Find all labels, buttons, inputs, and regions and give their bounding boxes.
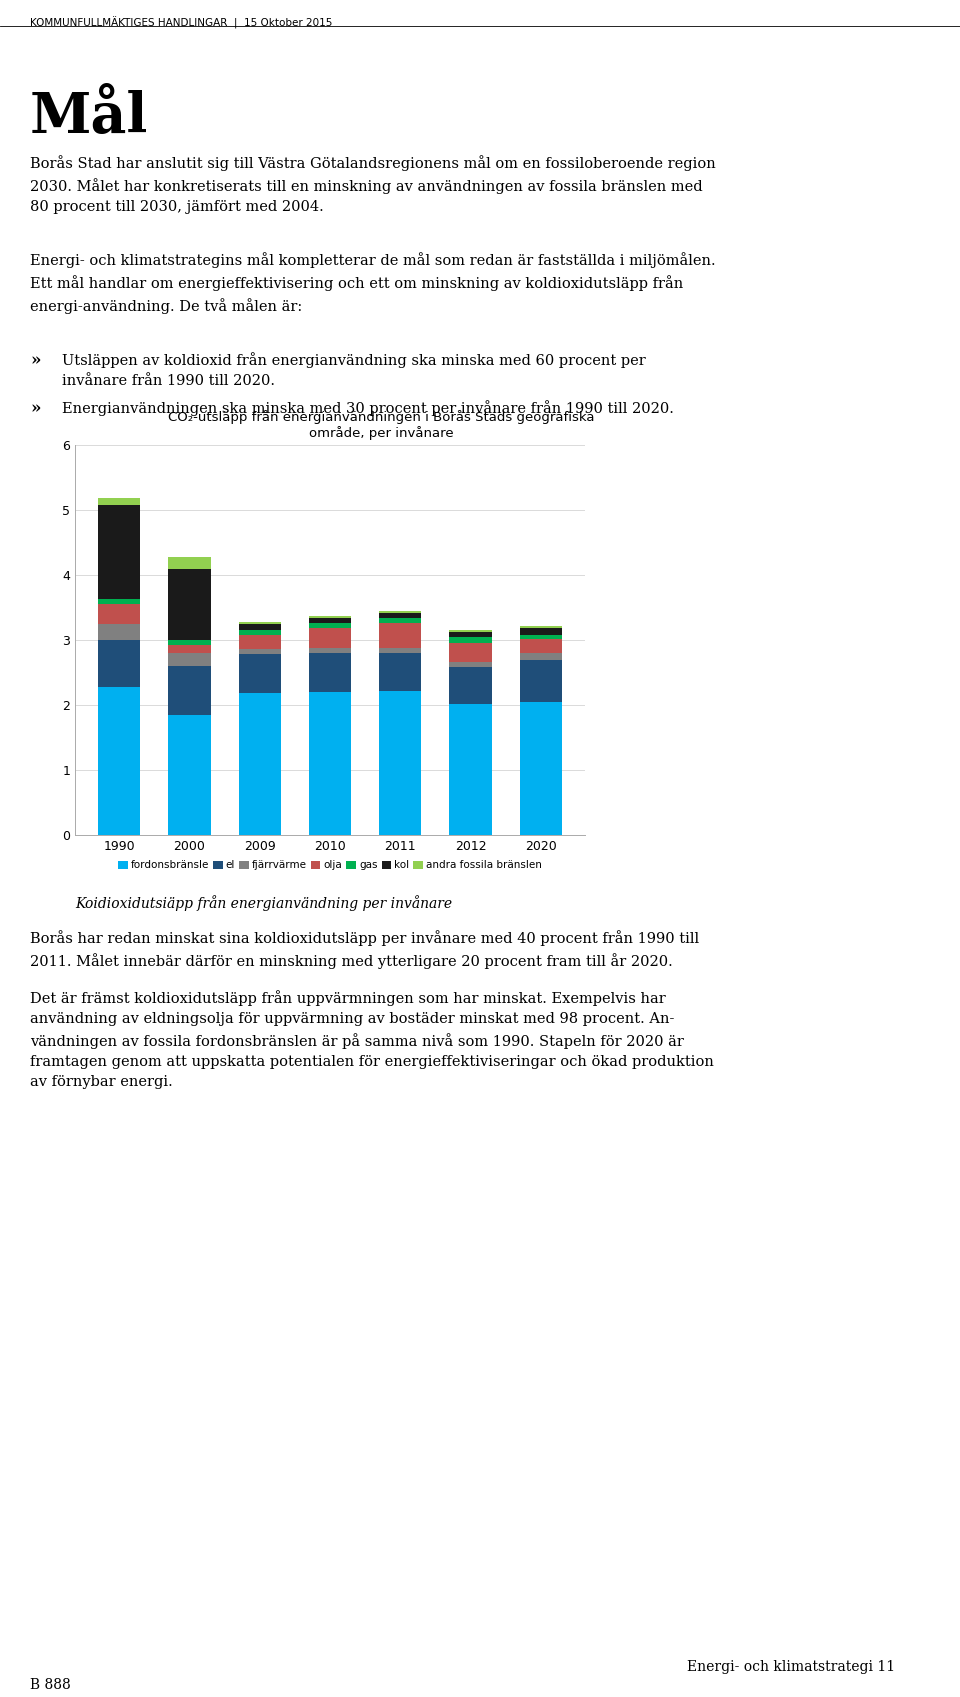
Bar [519, 703, 562, 835]
Legend: fordonsbränsle, el, fjärrvärme, olja, gas, kol, andra fossila bränslen: fordonsbränsle, el, fjärrvärme, olja, ga… [114, 857, 546, 874]
Bar [449, 704, 492, 835]
Bar [309, 616, 351, 618]
Bar [98, 604, 140, 624]
Bar [168, 568, 210, 640]
Bar [519, 635, 562, 638]
Bar [379, 623, 421, 648]
Bar [309, 692, 351, 835]
Text: Borås har redan minskat sina koldioxidutsläpp per invånare med 40 procent från 1: Borås har redan minskat sina koldioxidut… [30, 930, 699, 969]
Bar [309, 653, 351, 692]
Text: Ton CO₂: Ton CO₂ [77, 477, 131, 490]
Bar [519, 626, 562, 628]
Bar [519, 653, 562, 660]
Bar [168, 665, 210, 714]
Bar [519, 660, 562, 703]
Bar [379, 618, 421, 623]
Bar [449, 638, 492, 643]
Bar [519, 628, 562, 635]
Text: Energi- och klimatstrategins mål kompletterar de mål som redan är fastställda i : Energi- och klimatstrategins mål komplet… [30, 251, 715, 314]
Bar [98, 687, 140, 835]
Bar [449, 667, 492, 704]
Bar [98, 624, 140, 640]
Bar [309, 618, 351, 623]
Bar [309, 648, 351, 653]
Bar [449, 643, 492, 662]
Text: Utsläppen av koldioxid från energianvändning ska minska med 60 procent per
invån: Utsläppen av koldioxid från energianvänd… [62, 351, 646, 389]
Bar [168, 645, 210, 653]
Bar [379, 691, 421, 835]
Text: Koidioxidutsiäpp från energianvändning per invånare: Koidioxidutsiäpp från energianvändning p… [75, 894, 452, 911]
Bar [379, 648, 421, 653]
Bar [239, 630, 281, 635]
Bar [309, 628, 351, 648]
Text: »: » [30, 400, 40, 417]
Text: Det är främst koldioxidutsläpp från uppvärmningen som har minskat. Exempelvis ha: Det är främst koldioxidutsläpp från uppv… [30, 989, 714, 1089]
Text: Energi- och klimatstrategi 11: Energi- och klimatstrategi 11 [686, 1660, 895, 1673]
Bar [239, 623, 281, 624]
Bar [379, 653, 421, 691]
Text: KOMMUNFULLMÄKTIGES HANDLINGAR  |  15 Oktober 2015: KOMMUNFULLMÄKTIGES HANDLINGAR | 15 Oktob… [30, 17, 332, 29]
Bar [168, 640, 210, 645]
Bar [449, 633, 492, 638]
Bar [239, 635, 281, 648]
Bar [379, 611, 421, 613]
Title: CO₂-utsläpp från energianvändningen i Borås Stads geografiska
område, per invåna: CO₂-utsläpp från energianvändningen i Bo… [168, 409, 594, 440]
Bar [239, 624, 281, 630]
Bar [98, 599, 140, 604]
Bar [239, 648, 281, 655]
Bar [168, 653, 210, 665]
Text: »: » [30, 351, 40, 368]
Bar [379, 613, 421, 618]
Bar [309, 623, 351, 628]
Text: B 888: B 888 [30, 1678, 71, 1692]
Bar [239, 655, 281, 694]
Bar [98, 640, 140, 687]
Text: Borås Stad har anslutit sig till Västra Götalandsregionens mål om en fossilobero: Borås Stad har anslutit sig till Västra … [30, 154, 716, 214]
Bar [168, 714, 210, 835]
Bar [519, 638, 562, 653]
Text: Mål: Mål [30, 90, 149, 144]
Bar [449, 662, 492, 667]
Text: Energianvändningen ska minska med 30 procent per invånare från 1990 till 2020.: Energianvändningen ska minska med 30 pro… [62, 400, 674, 416]
Bar [449, 630, 492, 633]
Bar [98, 499, 140, 504]
Bar [239, 694, 281, 835]
Bar [98, 504, 140, 599]
Bar [168, 557, 210, 568]
